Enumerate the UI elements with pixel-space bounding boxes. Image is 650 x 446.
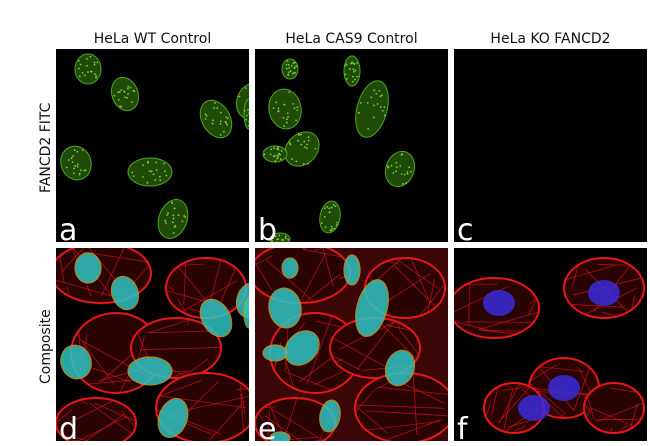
nucleus [518,395,550,421]
cell-actin [56,397,137,441]
panel-b: b [255,49,448,242]
panel-label: e [258,412,277,442]
column-title-wt: HeLa WT Control [93,31,212,47]
nucleus [127,356,173,386]
nucleus [269,232,291,242]
column-title-cas9: HeLa CAS9 Control [285,31,418,47]
nucleus [384,349,416,387]
nucleus [268,287,302,329]
nucleus [319,200,341,234]
cell-actin [583,382,645,434]
row-label-composite: Composite [38,309,54,384]
nucleus [262,145,288,163]
nucleus [110,275,140,311]
row-label-fitc: FANCD2 FITC [38,102,54,193]
nucleus [284,131,320,167]
cell-actin [255,248,351,304]
panel-label: a [59,213,78,243]
nucleus [243,98,249,130]
panel-label: d [59,412,79,442]
nucleus [74,53,102,85]
nucleus [74,252,102,284]
nucleus [127,157,173,187]
nucleus [157,199,189,239]
nucleus [483,290,515,316]
nucleus [343,254,361,286]
nucleus [588,280,620,306]
nucleus [157,398,189,438]
nucleus [343,55,361,87]
nucleus [60,145,92,181]
nucleus [199,298,233,338]
panel-label: f [457,412,468,442]
nucleus [268,88,302,130]
nucleus [269,431,291,441]
nucleus [319,399,341,433]
nucleus [548,375,580,401]
panel-a: a [56,49,249,242]
panel-d: d [56,248,249,441]
nucleus [243,297,249,329]
nucleus [355,80,389,138]
nucleus [284,330,320,366]
panel-f: f [454,248,647,441]
nucleus [281,58,299,80]
nucleus [199,99,233,139]
nucleus [110,76,140,112]
nucleus [60,344,92,380]
column-title-ko: HeLa KO FANCD2 [490,31,611,47]
nucleus [355,279,389,337]
cell-actin [165,257,247,319]
nucleus [262,344,288,362]
panel-label: b [258,213,278,243]
panel-label: c [457,213,474,243]
nucleus [384,150,416,188]
panel-c: c [454,49,647,242]
panel-e: e [255,248,448,441]
nucleus [281,257,299,279]
